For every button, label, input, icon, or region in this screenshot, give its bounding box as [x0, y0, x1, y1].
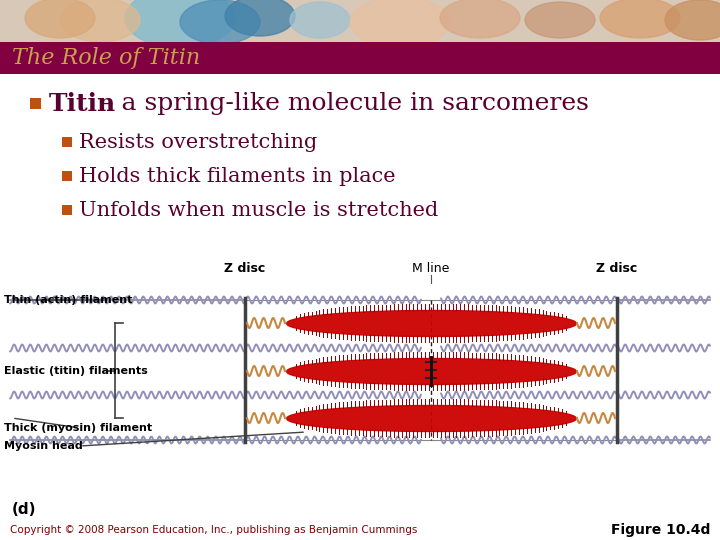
Ellipse shape [440, 0, 520, 38]
Ellipse shape [125, 0, 235, 48]
Ellipse shape [225, 0, 295, 36]
Text: Thick (myosin) filament: Thick (myosin) filament [4, 423, 152, 433]
Ellipse shape [290, 2, 350, 38]
Ellipse shape [350, 0, 450, 47]
Text: Figure 10.4d: Figure 10.4d [611, 523, 710, 537]
Ellipse shape [665, 0, 720, 40]
Bar [0, 42, 720, 74]
Text: Copyright © 2008 Pearson Education, Inc., publishing as Benjamin Cummings: Copyright © 2008 Pearson Education, Inc.… [10, 525, 418, 535]
Text: Unfolds when muscle is stretched: Unfolds when muscle is stretched [79, 200, 438, 219]
Bar [62, 205, 72, 214]
Bar [8, 283, 712, 488]
Text: Thin (actin) filament: Thin (actin) filament [4, 295, 132, 305]
Ellipse shape [60, 0, 140, 42]
Bar [0, 0, 720, 42]
Ellipse shape [525, 2, 595, 38]
Text: Titin: Titin [49, 92, 116, 116]
Ellipse shape [25, 0, 95, 38]
Text: The Role of Titin: The Role of Titin [12, 47, 200, 69]
Text: Z disc: Z disc [225, 262, 266, 275]
Bar [30, 98, 41, 109]
Ellipse shape [600, 0, 680, 38]
Text: Z disc: Z disc [596, 262, 638, 275]
Bar [62, 137, 72, 146]
Text: (d): (d) [12, 502, 37, 517]
Ellipse shape [180, 0, 260, 44]
Text: Resists overstretching: Resists overstretching [79, 132, 318, 152]
Text: – a spring-like molecule in sarcomeres: – a spring-like molecule in sarcomeres [101, 92, 589, 116]
Text: Elastic (titin) filaments: Elastic (titin) filaments [4, 366, 148, 375]
Text: M line: M line [413, 262, 450, 275]
Bar [62, 171, 72, 180]
Text: Holds thick filaments in place: Holds thick filaments in place [79, 166, 395, 186]
Text: Myosin head: Myosin head [4, 441, 83, 451]
